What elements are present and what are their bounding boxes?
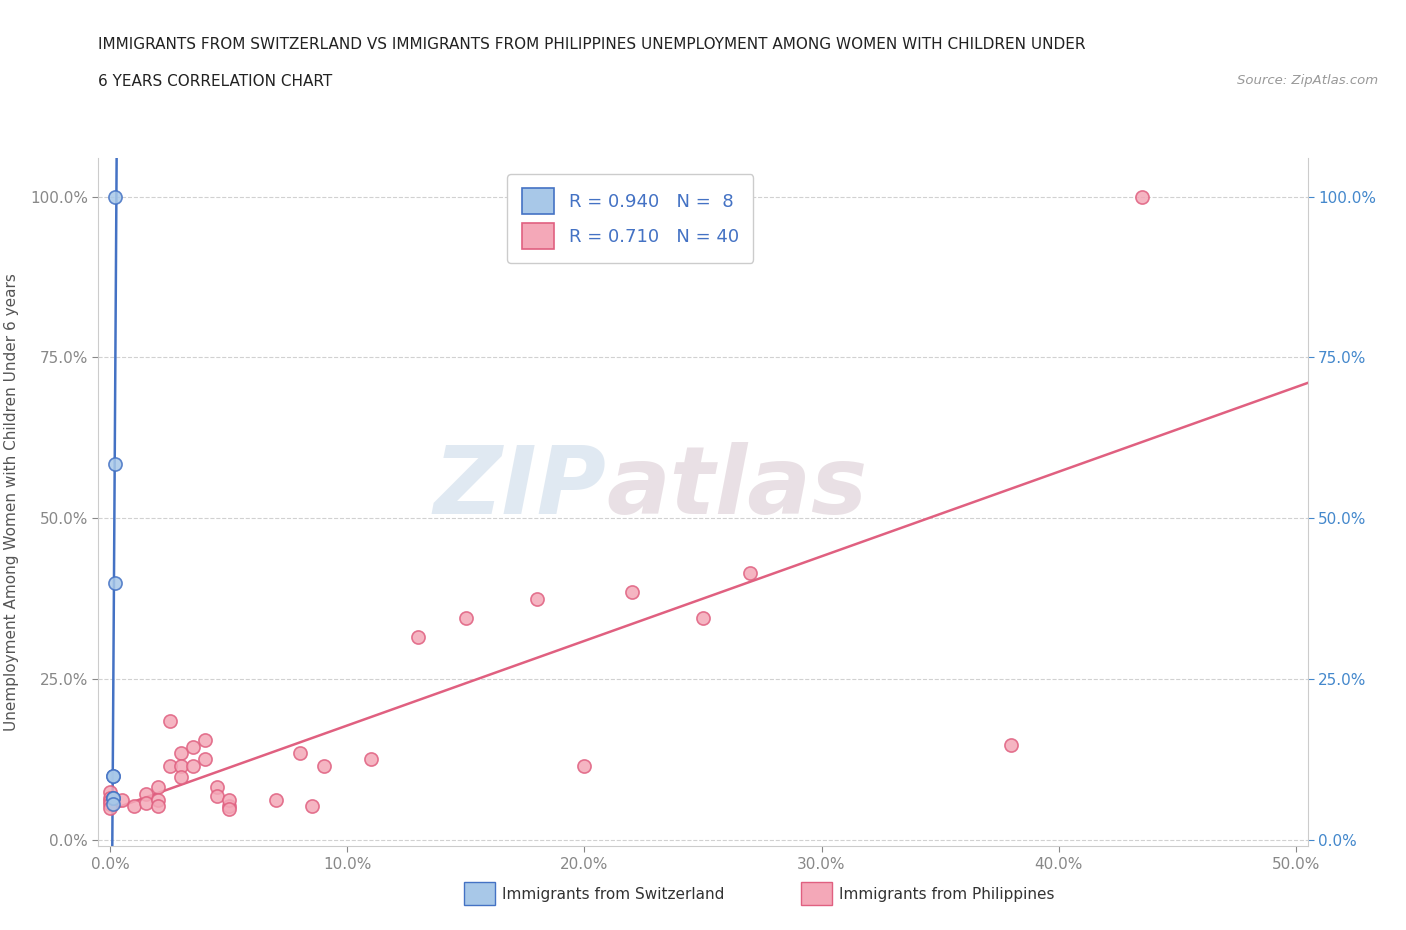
Text: 6 YEARS CORRELATION CHART: 6 YEARS CORRELATION CHART	[98, 74, 333, 89]
Point	[159, 759, 181, 774]
Point	[101, 768, 124, 783]
Point	[104, 189, 127, 204]
Point	[205, 779, 228, 794]
Legend: R = 0.940   N =  8, R = 0.710   N = 40: R = 0.940 N = 8, R = 0.710 N = 40	[508, 174, 754, 263]
Point	[264, 792, 287, 807]
Point	[101, 790, 124, 805]
Point	[218, 799, 240, 814]
Point	[170, 770, 193, 785]
Point	[218, 792, 240, 807]
Point	[146, 792, 169, 807]
Text: IMMIGRANTS FROM SWITZERLAND VS IMMIGRANTS FROM PHILIPPINES UNEMPLOYMENT AMONG WO: IMMIGRANTS FROM SWITZERLAND VS IMMIGRANT…	[98, 37, 1085, 52]
Point	[101, 790, 124, 805]
Text: Source: ZipAtlas.com: Source: ZipAtlas.com	[1237, 74, 1378, 87]
Point	[146, 799, 169, 814]
Point	[170, 759, 193, 774]
Point	[98, 784, 121, 799]
Point	[146, 779, 169, 794]
Point	[98, 794, 121, 809]
Point	[104, 457, 127, 472]
Point	[454, 610, 477, 625]
Point	[574, 759, 596, 774]
Point	[288, 746, 311, 761]
Point	[98, 801, 121, 816]
Point	[159, 713, 181, 728]
Point	[312, 759, 335, 774]
Point	[1000, 737, 1022, 752]
Point	[104, 575, 127, 590]
Point	[135, 795, 157, 810]
Point	[101, 797, 124, 812]
Point	[301, 799, 323, 814]
Point	[218, 802, 240, 817]
Point	[692, 610, 714, 625]
Point	[740, 565, 762, 580]
Point	[620, 585, 643, 600]
Point	[526, 591, 548, 606]
Point	[170, 746, 193, 761]
Text: ZIP: ZIP	[433, 443, 606, 535]
Point	[194, 733, 217, 748]
Point	[181, 759, 204, 774]
Point	[111, 792, 134, 807]
Point	[194, 752, 217, 767]
Y-axis label: Unemployment Among Women with Children Under 6 years: Unemployment Among Women with Children U…	[4, 273, 18, 731]
Point	[408, 630, 430, 644]
Text: Immigrants from Philippines: Immigrants from Philippines	[839, 887, 1054, 902]
Text: Immigrants from Switzerland: Immigrants from Switzerland	[502, 887, 724, 902]
Point	[101, 768, 124, 783]
Point	[360, 752, 382, 767]
Point	[98, 790, 121, 805]
Point	[98, 797, 121, 812]
Point	[1130, 189, 1153, 204]
Text: atlas: atlas	[606, 443, 868, 535]
Point	[135, 786, 157, 801]
Point	[181, 739, 204, 754]
Point	[122, 799, 145, 814]
Point	[205, 789, 228, 804]
